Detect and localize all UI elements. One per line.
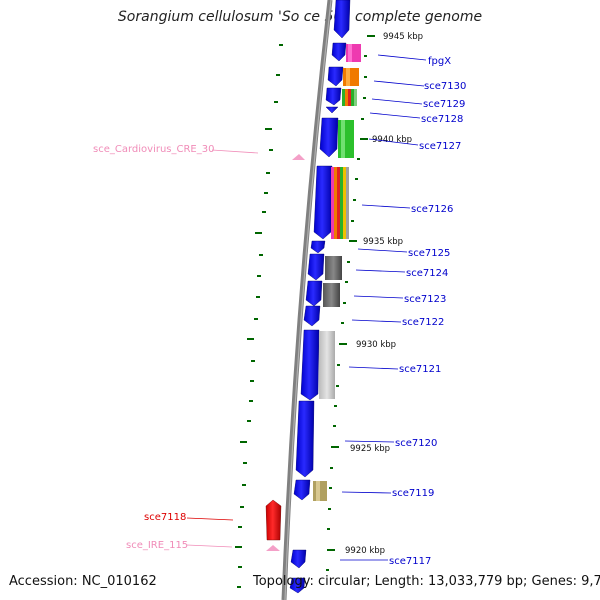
feature-label-lines — [186, 149, 259, 548]
scale-label-9925: 9925 kbp — [350, 444, 390, 454]
feature-label-ire[interactable]: sce_IRE_115 — [126, 540, 188, 551]
gene-label-sce7126[interactable]: sce7126 — [411, 204, 453, 215]
gene-label-sce7118[interactable]: sce7118 — [144, 512, 186, 523]
map-title: Sorangium cellulosum 'So ce 56', complet… — [117, 9, 483, 25]
rna-feature-ire[interactable] — [266, 545, 280, 551]
gene-label-sce7130[interactable]: sce7130 — [424, 81, 466, 92]
gene-label-sce7128[interactable]: sce7128 — [421, 114, 463, 125]
gene-label-lines — [340, 54, 427, 561]
gene-label-sce7123[interactable]: sce7123 — [404, 294, 446, 305]
gene-arrow-sce7129[interactable] — [325, 87, 342, 106]
gene-arrow-sce7120[interactable] — [295, 400, 315, 478]
scale-label-9930: 9930 kbp — [356, 340, 396, 350]
genome-backbone-highlight — [284, 0, 332, 600]
gene-label-sce7121[interactable]: sce7121 — [399, 364, 441, 375]
scale-label-9935: 9935 kbp — [363, 237, 403, 247]
gene-arrow-sce7121[interactable] — [300, 329, 320, 401]
scale-label-9940: 9940 kbp — [372, 135, 412, 145]
gene-label-sce7119[interactable]: sce7119 — [392, 488, 434, 499]
gene-label-sce7120[interactable]: sce7120 — [395, 438, 437, 449]
rna-feature-cardiovirus[interactable] — [292, 154, 305, 160]
gene-arrow-sce7123[interactable] — [305, 280, 323, 307]
gene-arrow-bottom[interactable] — [289, 577, 306, 594]
gene-arrow-fpgX[interactable] — [331, 42, 347, 62]
gene-arrow-sce7126[interactable] — [313, 165, 333, 240]
gene-arrow-sce7127[interactable] — [319, 117, 339, 158]
gene-label-sce7117[interactable]: sce7117 — [389, 556, 431, 567]
scale-label-9945: 9945 kbp — [383, 32, 423, 42]
gene-arrow-sce7118[interactable] — [265, 499, 282, 541]
scale-track — [326, 35, 375, 571]
gene-arrow-sce7117[interactable] — [290, 549, 307, 569]
gc-skew-track — [235, 44, 283, 588]
gene-arrow-top[interactable] — [333, 0, 351, 39]
red-label-line — [186, 517, 234, 521]
gene-arrow-sce7128[interactable] — [325, 106, 339, 114]
scale-label-9920: 9920 kbp — [345, 546, 385, 556]
gene-arrow-sce7122[interactable] — [303, 305, 321, 327]
accession-label: Accession: NC_010162 — [9, 574, 157, 589]
gene-arrow-sce7130[interactable] — [327, 66, 344, 87]
gene-label-fpgX[interactable]: fpgX — [428, 56, 451, 67]
gene-arrow-sce7124[interactable] — [307, 253, 325, 281]
gene-label-sce7125[interactable]: sce7125 — [408, 248, 450, 259]
gene-label-sce7127[interactable]: sce7127 — [419, 141, 461, 152]
gene-arrow-sce7119[interactable] — [293, 479, 311, 501]
genome-summary: Topology: circular; Length: 13,033,779 b… — [253, 574, 600, 589]
genome-backbone — [281, 0, 333, 600]
cog-track — [313, 44, 361, 501]
gene-label-sce7122[interactable]: sce7122 — [402, 317, 444, 328]
gene-label-sce7129[interactable]: sce7129 — [423, 99, 465, 110]
gene-label-sce7124[interactable]: sce7124 — [406, 268, 448, 279]
feature-label-cardiovirus[interactable]: sce_Cardiovirus_CRE_30 — [93, 144, 214, 155]
gene-arrow-sce7125[interactable] — [310, 240, 326, 254]
